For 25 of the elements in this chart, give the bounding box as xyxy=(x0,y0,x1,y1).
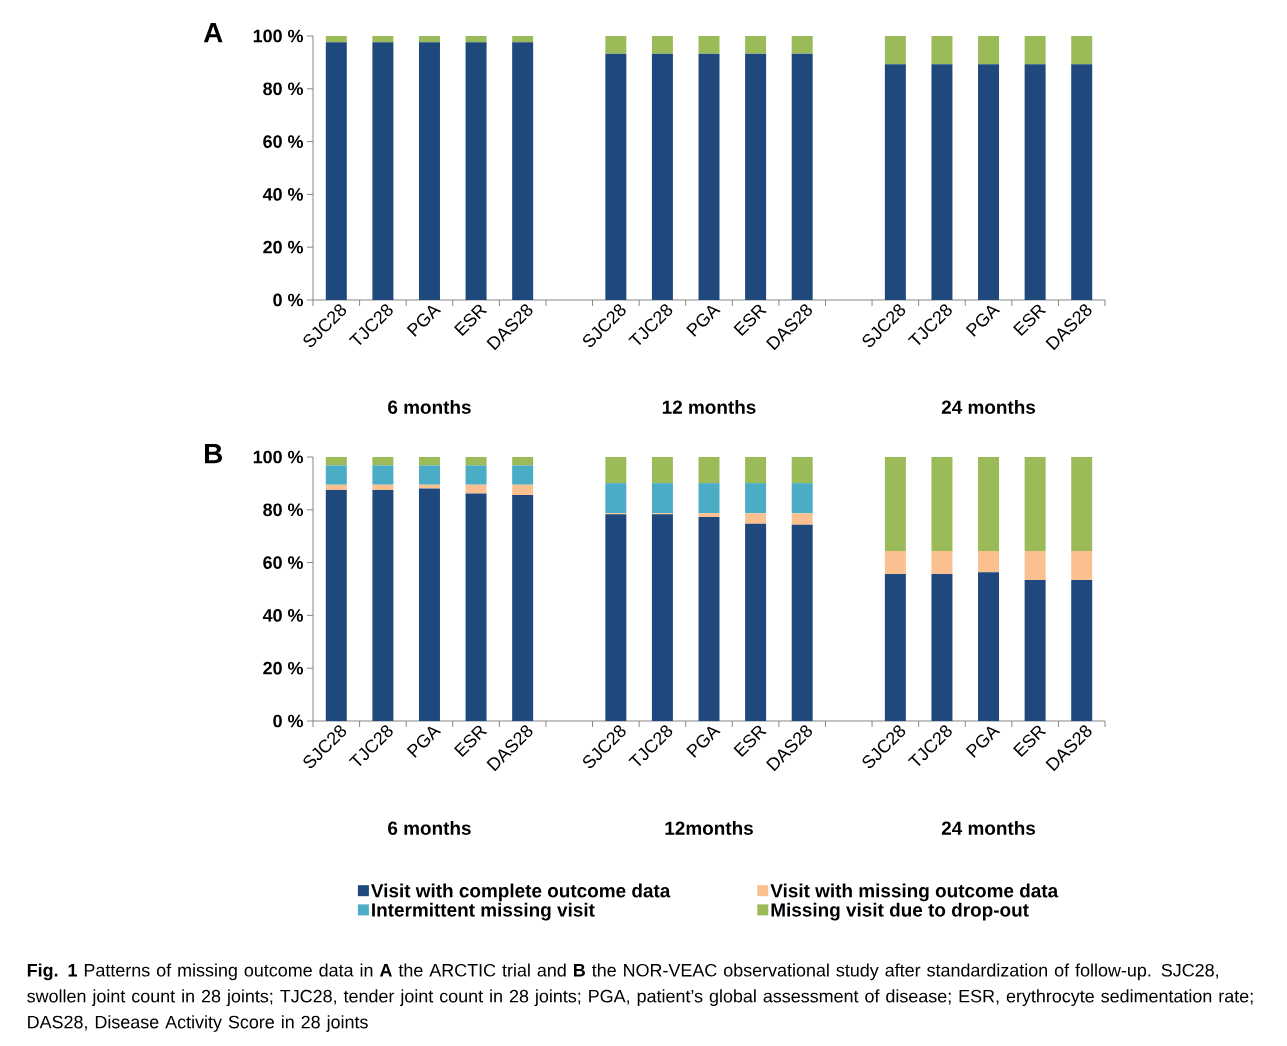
legend-label: Intermittent missing visit xyxy=(372,902,595,921)
y-tick-label: 20 % xyxy=(263,661,303,675)
y-tick-label: 20 % xyxy=(263,240,303,254)
y-tick-label: 60 % xyxy=(263,556,303,569)
text: 6 months xyxy=(388,821,471,835)
y-tick-label: 40 % xyxy=(262,609,303,622)
y-tick-label: 60 % xyxy=(263,135,303,148)
text: Fig. 1 Patterns of missing outcome data in A the ARCTIC trial and B the NOR-VEAC observational study after standardization of follow-up. SJC28, swollen joint count in 28 joints; TJC28, tender joint count in 28 joints; PGA, patient’s global assessment of disease; ESR, erythrocyte sedimentation rate; DAS28, Disease Activity Score in 28 joints xyxy=(27,963,1253,1032)
text: 12 months xyxy=(662,400,756,414)
y-tick-label: 40 % xyxy=(262,188,303,201)
chart-title: B xyxy=(205,443,223,464)
text: 24 months xyxy=(941,821,1036,835)
text: 12months xyxy=(665,821,753,835)
y-tick-label: 100 % xyxy=(253,450,303,464)
legend-label: Visit with missing outcome data xyxy=(770,883,1059,902)
chart-title: A xyxy=(203,22,223,43)
y-tick-label: 0 % xyxy=(273,293,303,307)
text: 6 months xyxy=(388,400,471,414)
y-tick-label: 0 % xyxy=(273,714,303,728)
text: 24 months xyxy=(941,400,1036,414)
y-tick-label: 100 % xyxy=(253,29,303,43)
legend-label: Missing visit due to drop-out xyxy=(771,902,1029,921)
legend-label: Visit with complete outcome data xyxy=(371,883,671,902)
y-tick-label: 80 % xyxy=(263,82,303,96)
y-tick-label: 80 % xyxy=(263,503,303,517)
